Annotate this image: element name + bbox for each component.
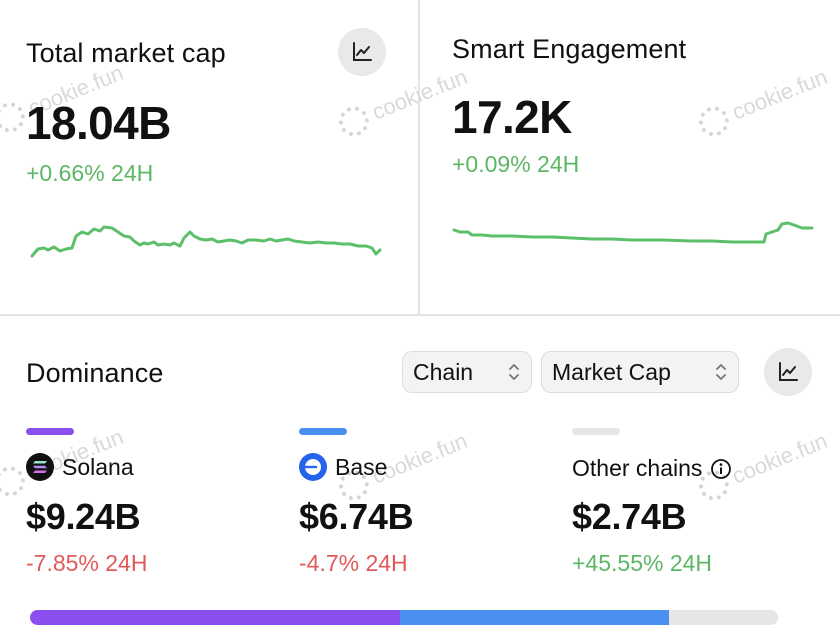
chain-filter-select[interactable]: Chain (402, 351, 532, 393)
base-swatch (299, 428, 347, 435)
chain-solana[interactable]: Solana (26, 453, 134, 481)
horizontal-divider (0, 314, 840, 316)
chain-value: $2.74B (572, 496, 687, 537)
chain-value: $9.24B (26, 496, 141, 537)
dominance-bar-base (399, 610, 669, 625)
smart-engagement-change: +0.09% 24H (452, 151, 580, 177)
line-chart-icon (353, 42, 372, 61)
vertical-divider (418, 0, 420, 314)
market-cap-change: +0.66% 24H (26, 160, 154, 186)
chevron-up-down-icon (716, 364, 726, 380)
info-icon[interactable] (710, 458, 732, 480)
chevron-up-down-icon (509, 364, 519, 380)
chain-base[interactable]: Base (299, 453, 387, 481)
chain-value: $6.74B (299, 496, 414, 537)
chain-change: -7.85% 24H (26, 550, 148, 576)
smart-engagement-value: 17.2K (452, 91, 572, 143)
dominance-bar-other (668, 610, 778, 625)
chain-name-label: Solana (62, 453, 134, 480)
chain-change: -4.7% 24H (299, 550, 408, 576)
dominance-chart-button[interactable] (764, 348, 812, 396)
metric-filter-select[interactable]: Market Cap (541, 351, 739, 393)
dominance-title: Dominance (26, 358, 164, 388)
solana-logo-icon (26, 453, 54, 481)
smart-engagement-card: Smart Engagement 17.2K +0.09% 24H (420, 0, 840, 314)
chain-filter-label: Chain (413, 358, 474, 385)
market-cap-value: 18.04B (26, 97, 171, 149)
chain-name-label: Base (335, 453, 388, 480)
line-chart-icon (779, 362, 798, 381)
other-chains-swatch (572, 428, 620, 435)
smart-engagement-title: Smart Engagement (452, 34, 687, 64)
chain-change: +45.55% 24H (572, 550, 713, 576)
chain-name-label: Other chains (572, 455, 703, 481)
market-cap-sparkline (30, 225, 382, 258)
dominance-bar (30, 610, 778, 625)
market-cap-title: Total market cap (26, 38, 226, 68)
chain-other[interactable]: Other chains (572, 455, 732, 482)
base-logo-icon (299, 453, 327, 481)
metric-filter-label: Market Cap (552, 358, 671, 385)
dominance-bar-solana (30, 610, 400, 625)
solana-swatch (26, 428, 74, 435)
market-cap-chart-button[interactable] (338, 28, 386, 76)
market-cap-card: Total market cap 18.04B +0.66% 24H (0, 0, 418, 314)
smart-engagement-sparkline (452, 221, 814, 244)
